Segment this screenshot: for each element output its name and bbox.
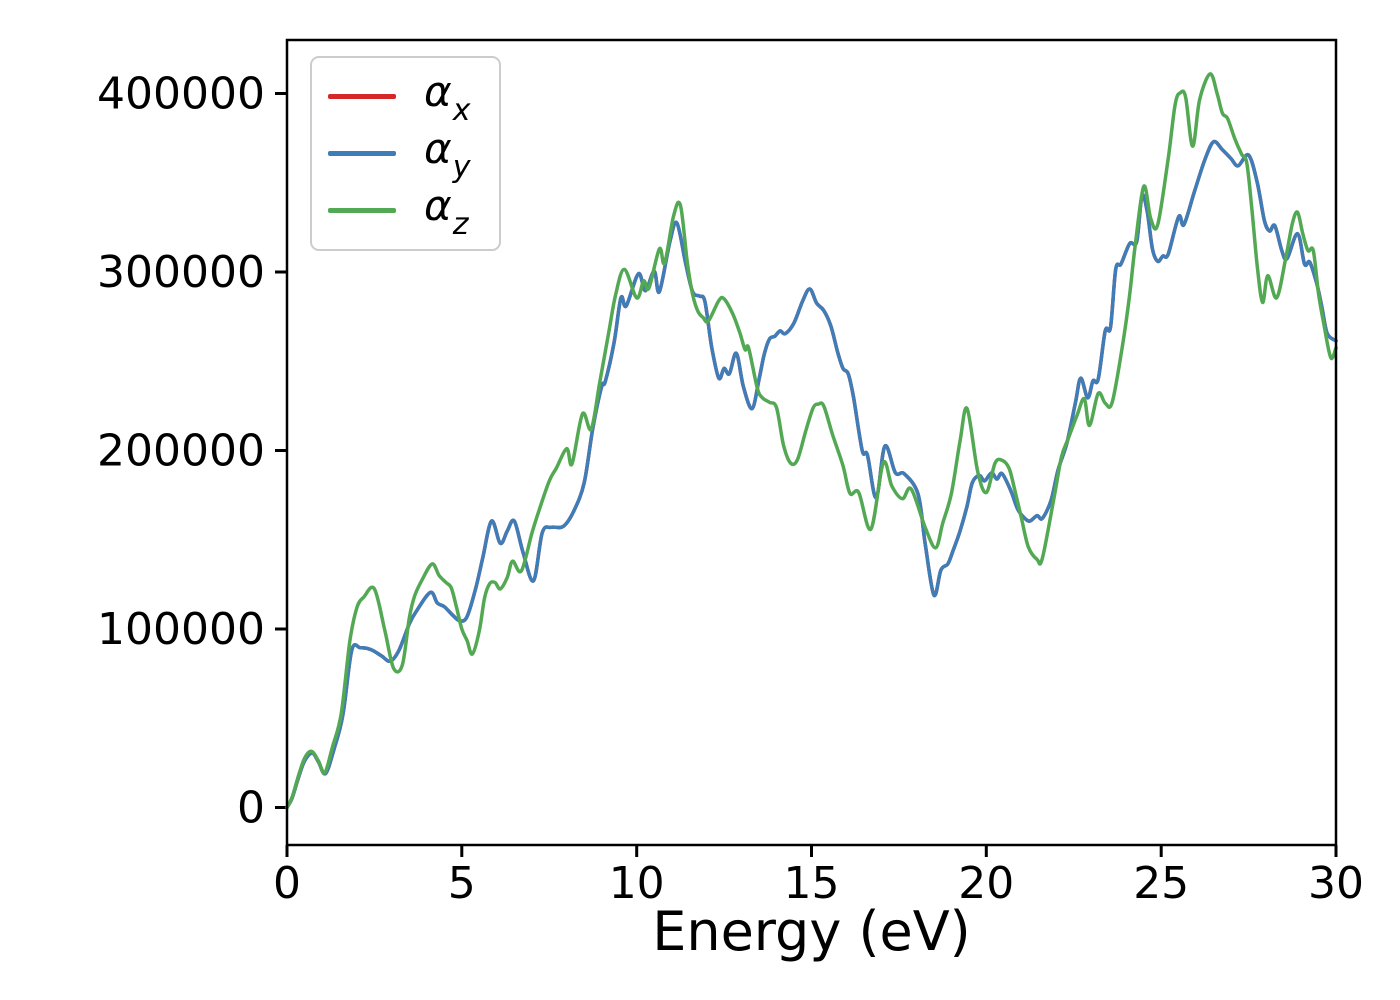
alpha-subscript: x — [452, 92, 471, 128]
legend-label-alpha-y: αy — [424, 128, 470, 182]
x-tick-label: 20 — [958, 858, 1014, 909]
legend-line-alpha-y-icon — [328, 151, 396, 156]
legend-label-alpha-x: αx — [424, 71, 470, 125]
legend-line-alpha-z-icon — [328, 208, 396, 213]
x-tick-label: 30 — [1308, 858, 1364, 909]
x-tick-label: 0 — [273, 858, 301, 909]
alpha-subscript: y — [452, 149, 471, 185]
y-tick-label: 0 — [237, 783, 265, 834]
alpha-symbol: α — [424, 181, 452, 231]
x-axis-label: Energy (eV) — [652, 900, 971, 963]
y-tick-label: 100000 — [97, 604, 265, 655]
legend-label-alpha-z: αz — [424, 185, 468, 239]
legend-line-alpha-x-icon — [328, 94, 396, 99]
x-tick-label: 10 — [609, 858, 665, 909]
x-tick-label: 25 — [1133, 858, 1189, 909]
y-tick-label: 400000 — [97, 69, 265, 120]
legend-entry-alpha-z: αz — [328, 182, 469, 239]
alpha-subscript: z — [452, 206, 469, 242]
x-tick-label: 5 — [448, 858, 476, 909]
series-line-alpha_z — [285, 72, 1338, 810]
axes-spines — [285, 38, 1338, 847]
legend: αx αy αz — [310, 56, 502, 251]
legend-entry-alpha-y: αy — [328, 125, 470, 182]
x-tick-label: 15 — [784, 858, 840, 909]
legend-entry-alpha-x: αx — [328, 68, 470, 125]
series-line-alpha_y — [285, 139, 1338, 810]
y-tick-label: 300000 — [97, 247, 265, 298]
y-tick-label: 200000 — [97, 426, 265, 477]
alpha-symbol: α — [424, 67, 452, 117]
alpha-symbol: α — [424, 124, 452, 174]
